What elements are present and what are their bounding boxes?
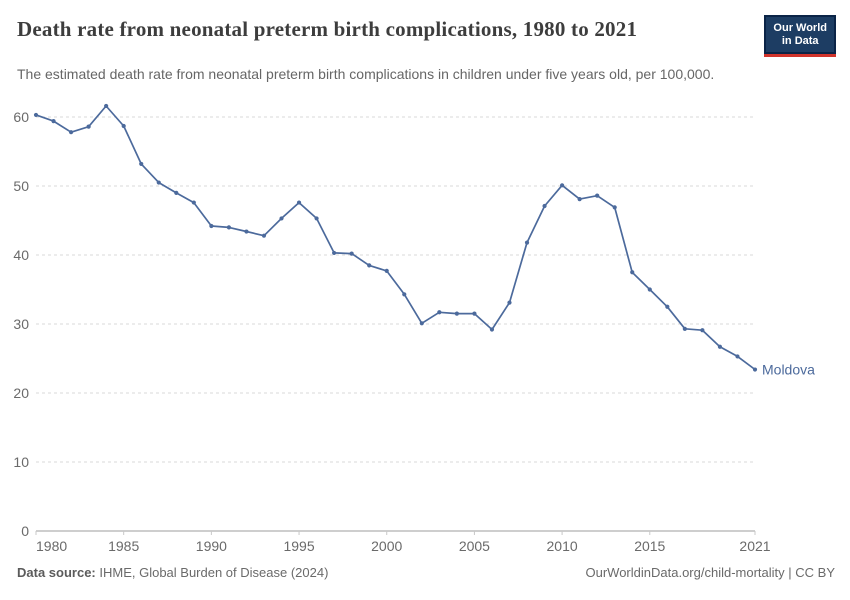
x-tick-label: 2000	[371, 538, 402, 554]
data-point-marker	[559, 183, 565, 188]
x-tick-label: 2021	[739, 538, 770, 554]
data-point-marker	[226, 225, 232, 230]
data-point-marker	[437, 310, 442, 315]
y-tick-label: 40	[13, 247, 29, 263]
data-point-marker	[752, 367, 758, 372]
data-point-marker	[717, 344, 723, 349]
data-point-marker	[332, 250, 337, 256]
page-title: Death rate from neonatal preterm birth c…	[17, 17, 638, 41]
data-point-marker	[139, 161, 144, 167]
data-point-marker	[367, 263, 372, 268]
y-tick-label: 30	[13, 316, 29, 332]
data-point-marker	[700, 328, 705, 333]
data-point-marker	[630, 270, 635, 275]
chart-footer: Data source: IHME, Global Burden of Dise…	[17, 565, 835, 580]
x-tick-label: 1980	[36, 538, 67, 554]
data-point-marker	[577, 197, 582, 202]
data-point-marker	[314, 216, 319, 221]
data-point-marker	[121, 123, 126, 129]
data-point-marker	[612, 205, 617, 210]
y-tick-label: 0	[21, 523, 29, 539]
data-point-marker	[454, 311, 459, 316]
y-tick-label: 10	[13, 454, 29, 470]
data-source-label: Data source:	[17, 565, 96, 580]
chart-subtitle: The estimated death rate from neonatal p…	[17, 66, 715, 82]
moldova-line-series[interactable]	[35, 105, 756, 371]
x-tick-label: 1990	[196, 538, 227, 554]
data-point-marker	[384, 268, 389, 273]
data-point-marker	[191, 200, 196, 205]
data-point-marker	[595, 193, 600, 198]
data-point-marker	[419, 321, 424, 326]
data-point-marker	[349, 251, 354, 256]
x-tick-label: 2015	[634, 538, 665, 554]
data-point-marker	[33, 112, 39, 118]
data-point-marker	[665, 304, 670, 309]
data-point-marker	[279, 216, 284, 221]
data-source[interactable]: Data source: IHME, Global Burden of Dise…	[17, 565, 328, 580]
x-tick-label: 2010	[547, 538, 578, 554]
data-point-marker	[174, 190, 179, 195]
owid-logo[interactable]: Our World in Data	[764, 15, 836, 57]
data-point-marker	[86, 124, 91, 129]
data-point-marker	[156, 180, 161, 185]
data-point-marker	[682, 326, 687, 331]
x-tick-label: 1995	[283, 538, 314, 554]
data-point-marker	[402, 292, 407, 297]
data-point-marker	[51, 119, 56, 124]
data-point-marker	[104, 103, 109, 109]
data-point-marker	[68, 130, 74, 135]
data-point-marker	[261, 233, 267, 238]
data-source-text: IHME, Global Burden of Disease (2024)	[95, 565, 329, 580]
footer-link[interactable]: OurWorldinData.org/child-mortality | CC …	[585, 565, 836, 580]
data-point-marker	[472, 311, 477, 316]
data-point-marker	[244, 229, 249, 234]
logo-text: Our World in Data	[766, 17, 834, 52]
data-point-marker	[524, 240, 530, 245]
series-label-moldova[interactable]: Moldova	[762, 362, 815, 378]
x-tick-label: 1985	[108, 538, 139, 554]
data-point-marker	[209, 223, 214, 229]
y-tick-label: 50	[13, 178, 29, 194]
data-point-marker	[296, 200, 302, 205]
data-point-marker	[542, 203, 547, 209]
data-point-marker	[735, 354, 740, 359]
y-tick-label: 60	[13, 109, 29, 125]
logo-text-line1: Our World	[773, 22, 827, 34]
logo-text-line2: in Data	[781, 35, 819, 47]
y-tick-label: 20	[13, 385, 29, 401]
data-point-marker	[489, 327, 495, 332]
data-point-marker	[647, 287, 652, 292]
data-point-marker	[507, 300, 512, 305]
x-tick-label: 2005	[459, 538, 490, 554]
